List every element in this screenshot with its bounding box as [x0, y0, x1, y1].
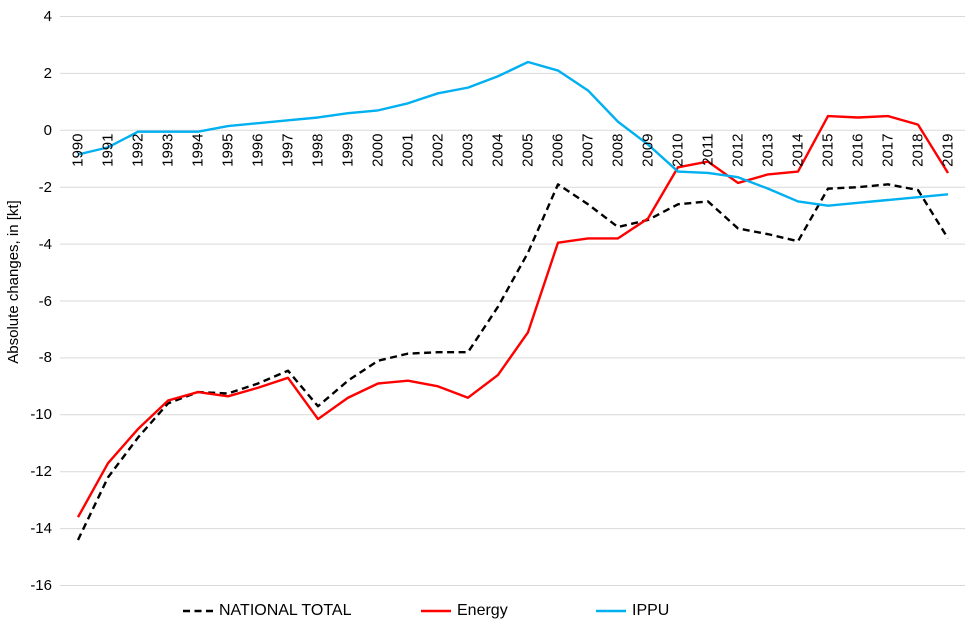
x-tick-label: 2008	[609, 133, 627, 167]
x-tick-label: 1998	[309, 133, 327, 167]
y-tick-label: -2	[38, 178, 52, 196]
x-tick-label: 2017	[879, 133, 897, 167]
x-tick-label: 2001	[399, 133, 417, 167]
y-tick-label: -8	[38, 349, 52, 367]
x-tick-label: 2014	[789, 133, 807, 167]
x-tick-label: 2018	[909, 133, 927, 167]
x-tick-label: 2013	[759, 133, 777, 167]
x-tick-label: 1995	[219, 133, 237, 167]
red-line-sample	[421, 609, 451, 613]
x-tick-label: 2000	[369, 133, 387, 167]
x-tick-label: 2006	[549, 133, 567, 167]
legend-label-national-total: NATIONAL TOTAL	[219, 602, 352, 619]
x-tick-label: 1999	[339, 133, 357, 167]
x-tick-label: 2003	[459, 133, 477, 167]
y-tick-label: 4	[43, 8, 52, 25]
legend-item-national-total: NATIONAL TOTAL	[183, 600, 351, 622]
y-tick-label: 2	[43, 64, 52, 82]
x-tick-label: 2009	[639, 133, 657, 167]
y-tick-label: -10	[30, 406, 52, 424]
x-tick-label: 2004	[489, 133, 507, 167]
y-tick-label: -6	[38, 292, 52, 310]
x-tick-label: 1992	[129, 133, 147, 167]
x-tick-label: 1990	[69, 133, 87, 167]
x-tick-label: 2005	[519, 133, 537, 167]
legend-label-ippu: IPPU	[632, 602, 670, 619]
x-tick-label: 1991	[99, 133, 117, 167]
x-tick-label: 2012	[729, 133, 747, 167]
x-tick-label: 2007	[579, 133, 597, 167]
y-tick-label: -16	[30, 577, 52, 594]
y-tick-label: -14	[30, 520, 52, 538]
series-line-energy	[76, 114, 950, 518]
x-tick-label: 2019	[939, 133, 957, 167]
y-axis-title: Absolute changes, in [kt]	[5, 200, 22, 364]
x-tick-label: 2016	[849, 133, 867, 167]
x-tick-label: 2010	[669, 133, 687, 167]
y-tick-label: -12	[30, 463, 52, 481]
x-tick-label: 2011	[699, 133, 717, 166]
x-tick-label: 1996	[249, 133, 267, 167]
dashed-line-sample	[183, 609, 213, 613]
x-tick-label: 1993	[159, 133, 177, 167]
series-line-national-total	[76, 183, 950, 541]
x-tick-label: 1997	[279, 133, 297, 167]
y-tick-label: -4	[38, 235, 52, 253]
legend: NATIONAL TOTAL Energy IPPU	[0, 600, 977, 624]
legend-item-energy: Energy	[421, 600, 508, 622]
legend-item-ippu: IPPU	[596, 600, 669, 622]
blue-line-sample	[596, 609, 626, 613]
x-tick-label: 2015	[819, 133, 837, 167]
x-tick-label: 1994	[189, 133, 207, 167]
x-tick-label: 2002	[429, 133, 447, 167]
y-tick-label: 0	[43, 121, 52, 139]
series-line-ippu	[77, 60, 949, 207]
legend-label-energy: Energy	[457, 602, 508, 619]
